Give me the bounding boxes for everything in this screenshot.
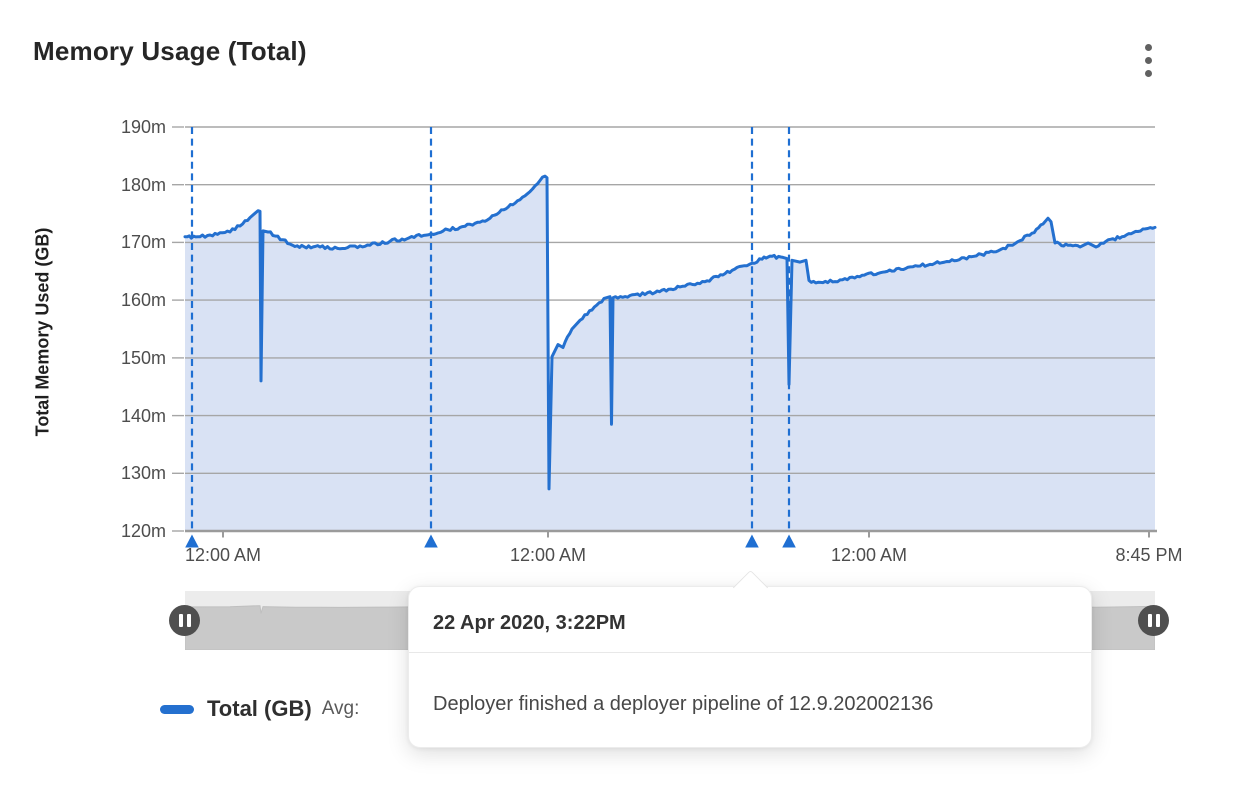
kebab-menu-icon	[1144, 43, 1152, 51]
kebab-menu-icon	[1144, 56, 1152, 64]
legend-swatch	[160, 704, 194, 714]
y-tick-label: 180m	[120, 174, 166, 195]
tooltip-description: Deployer finished a deployer pipeline of…	[433, 693, 934, 715]
brush-handle-left[interactable]	[169, 605, 200, 636]
y-tick-label: 190m	[120, 117, 166, 137]
deploy-event-marker[interactable]	[424, 534, 438, 548]
more-options-button[interactable]	[1132, 36, 1164, 84]
x-tick-label: 12:00 AM	[184, 545, 262, 565]
y-tick-label: 120m	[120, 521, 166, 541]
pause-icon	[178, 614, 183, 627]
deploy-event-marker[interactable]	[782, 534, 796, 548]
series-area	[185, 176, 1155, 531]
pause-icon	[1155, 614, 1160, 627]
y-tick-label: 140m	[120, 405, 166, 426]
deploy-event-marker[interactable]	[745, 534, 759, 548]
memory-usage-chart[interactable]	[0, 0, 1244, 580]
pause-icon	[186, 614, 191, 627]
pause-icon	[1147, 614, 1152, 627]
series-line[interactable]	[183, 174, 1157, 491]
deploy-event-marker[interactable]	[185, 534, 199, 548]
tooltip-timestamp: 22 Apr 2020, 3:22PM	[409, 587, 1091, 653]
brush-handle-right[interactable]	[1138, 605, 1169, 636]
y-tick-label: 160m	[120, 290, 166, 311]
legend-avg-label: Avg:	[321, 698, 360, 719]
legend-series-name: Total (GB)	[207, 696, 312, 721]
y-tick-label: 170m	[120, 232, 166, 253]
y-tick-label: 150m	[120, 347, 166, 368]
y-tick-label: 130m	[120, 463, 166, 484]
x-tick-label: 8:45 PM	[1115, 545, 1183, 565]
x-tick-label: 12:00 AM	[831, 545, 908, 565]
legend-item-total[interactable]: Total (GB) Avg:	[160, 696, 359, 722]
page-title: Memory Usage (Total)	[33, 36, 307, 66]
kebab-menu-icon	[1144, 69, 1152, 77]
event-tooltip: 22 Apr 2020, 3:22PM Deployer finished a …	[408, 586, 1092, 748]
x-tick-label: 12:00 AM	[509, 545, 586, 565]
